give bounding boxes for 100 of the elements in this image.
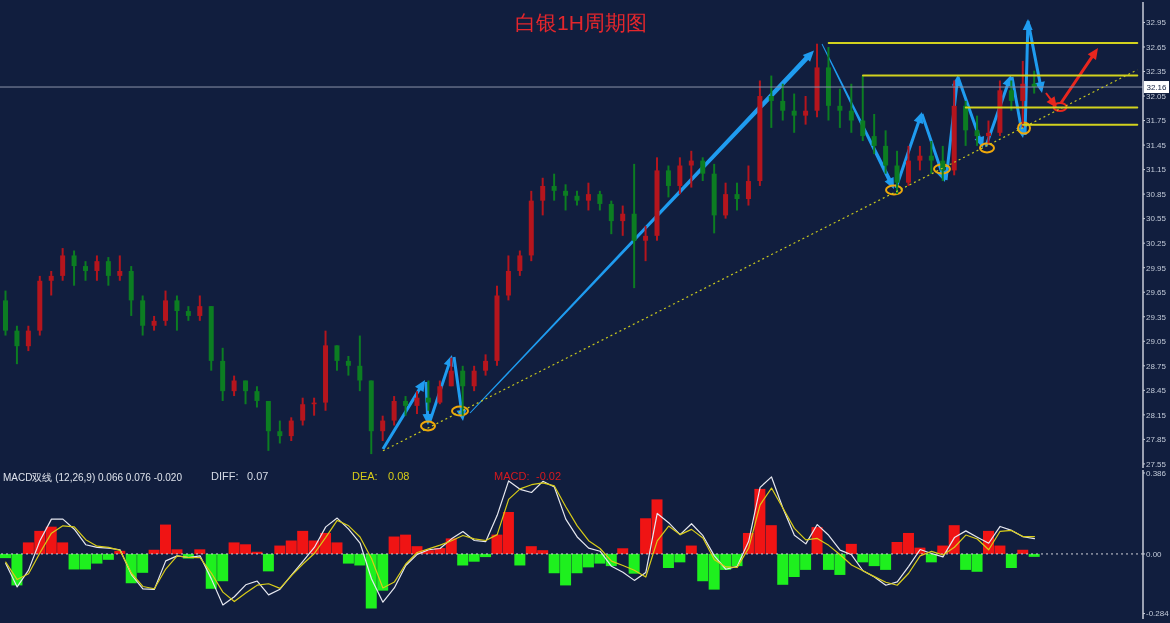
candlestick <box>688 149 694 189</box>
candlestick <box>163 289 169 327</box>
candlestick <box>848 82 854 134</box>
candlestick <box>643 225 649 263</box>
candlestick <box>563 183 569 212</box>
candlestick <box>871 113 877 156</box>
bar <box>514 553 526 566</box>
y-tick-label: 29.05 <box>1146 337 1167 347</box>
ref-line-label: 32.16 <box>1146 83 1168 93</box>
y-tick-label: 27.85 <box>1146 435 1167 445</box>
y-tick-label: 31.15 <box>1146 165 1167 175</box>
candlestick <box>551 172 557 202</box>
y-tick-label: 32.35 <box>1146 67 1167 77</box>
bar <box>685 545 697 554</box>
y-tick-label: 32.95 <box>1146 18 1167 28</box>
candlestick <box>734 181 740 212</box>
candlestick <box>71 249 77 287</box>
y-tick-label: 29.35 <box>1146 312 1167 322</box>
candlestick <box>665 164 671 199</box>
candlestick <box>357 334 363 393</box>
annotation: DEA: <box>352 470 378 483</box>
candlestick <box>803 95 809 126</box>
candlestick <box>700 156 706 183</box>
candlestick <box>460 364 466 417</box>
annotation: 0.08 <box>388 470 410 483</box>
annotation: 0.07 <box>247 470 269 483</box>
y-tick-label: -0.284 <box>1146 609 1170 619</box>
y-tick-label: 30.55 <box>1146 214 1167 224</box>
candlestick <box>974 114 980 147</box>
annotation: MACD: <box>494 470 530 483</box>
annotation: MACD双线 (12,26,9) 0.066 0.076 -0.020 <box>3 471 182 484</box>
y-tick-label: 31.45 <box>1146 140 1167 150</box>
candlestick <box>780 82 786 122</box>
y-tick-label: 28.15 <box>1146 410 1167 420</box>
candlestick <box>300 396 306 427</box>
annotation: DIFF: <box>211 470 239 483</box>
candlestick <box>883 129 889 175</box>
candlestick <box>768 74 774 129</box>
y-tick-label: 29.65 <box>1146 288 1167 298</box>
candlestick <box>288 416 294 443</box>
candlestick <box>174 294 180 332</box>
candlestick <box>985 119 991 145</box>
y-tick-label: 30.85 <box>1146 189 1167 199</box>
bar <box>845 543 857 554</box>
candlestick <box>620 204 626 237</box>
candlestick <box>928 139 934 175</box>
candlestick <box>105 256 111 287</box>
bar <box>628 553 640 574</box>
candlestick <box>745 164 751 207</box>
candlestick <box>517 249 523 277</box>
y-tick-label: 29.95 <box>1146 263 1167 273</box>
candlestick <box>677 156 683 196</box>
chart-title: 白银1H周期图 <box>515 11 647 34</box>
y-tick-label: 0.00 <box>1146 549 1163 559</box>
y-tick-label: 32.65 <box>1146 42 1167 52</box>
candlestick <box>471 364 477 393</box>
candlestick <box>391 395 397 427</box>
candlestick <box>14 324 20 366</box>
candlestick <box>540 176 546 217</box>
candlestick <box>277 419 283 445</box>
y-tick-label: 28.75 <box>1146 361 1167 371</box>
candlestick <box>403 395 409 417</box>
bar <box>617 548 629 554</box>
y-tick-label: 0.386 <box>1146 468 1167 478</box>
candlestick <box>345 355 351 377</box>
y-tick-label: 30.25 <box>1146 239 1167 249</box>
bar <box>1005 553 1017 568</box>
candlestick <box>723 181 729 220</box>
candlestick <box>117 254 123 282</box>
candlestick <box>437 379 443 406</box>
candlestick <box>48 269 54 297</box>
bar <box>194 549 206 554</box>
candlestick <box>894 149 900 196</box>
candlestick <box>197 294 203 322</box>
candlestick <box>585 181 591 212</box>
y-tick-label: 27.55 <box>1146 459 1167 469</box>
candlestick <box>1008 79 1014 112</box>
candlestick <box>60 247 66 282</box>
candlestick <box>231 374 237 398</box>
y-tick-label: 32.05 <box>1146 91 1167 101</box>
candlestick <box>94 254 100 282</box>
candlestick <box>791 92 797 134</box>
candlestick <box>597 189 603 212</box>
candlestick <box>448 356 454 388</box>
candlestick <box>334 344 340 372</box>
candlestick <box>860 74 866 142</box>
candlestick <box>380 414 386 443</box>
candlestick <box>25 324 31 353</box>
candlestick <box>254 385 260 409</box>
candlestick <box>83 260 89 282</box>
candlestick <box>483 353 489 377</box>
candlestick <box>905 144 911 187</box>
candlestick <box>837 87 843 129</box>
y-tick-label: 28.45 <box>1146 386 1167 396</box>
candlestick <box>414 390 420 416</box>
candlestick <box>608 199 614 236</box>
bar <box>262 553 274 572</box>
y-tick-label: 31.75 <box>1146 116 1167 126</box>
candlestick <box>917 144 923 172</box>
annotation: -0.02 <box>536 470 562 483</box>
